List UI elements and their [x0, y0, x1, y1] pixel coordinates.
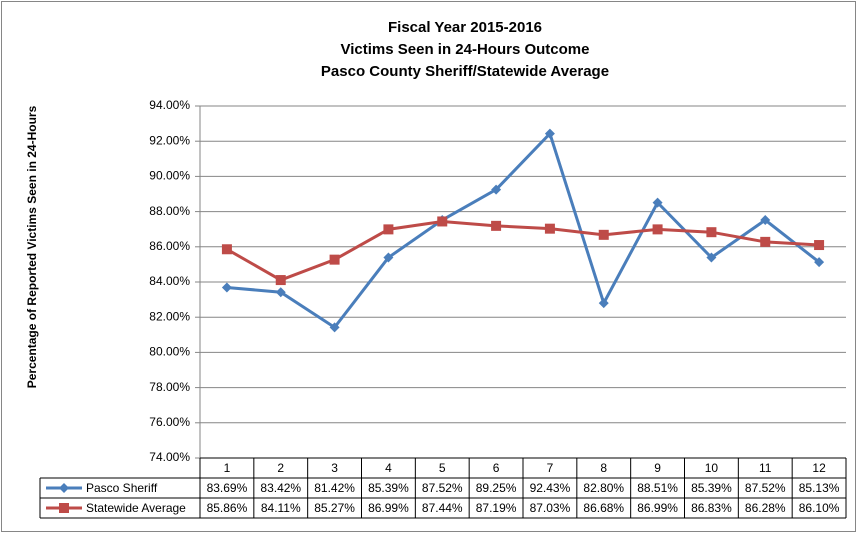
chart-title: Pasco County Sheriff/Statewide Average — [321, 63, 609, 80]
table-value: 86.10% — [799, 501, 840, 515]
y-tick-label: 92.00% — [149, 133, 190, 147]
table-value: 85.39% — [691, 481, 732, 495]
table-value: 86.68% — [583, 501, 624, 515]
x-tick-label: 8 — [600, 461, 607, 475]
data-point — [652, 197, 663, 208]
y-tick-label: 88.00% — [149, 204, 190, 218]
x-tick-label: 3 — [331, 461, 338, 475]
data-point — [598, 298, 609, 309]
x-tick-label: 4 — [385, 461, 392, 475]
y-tick-label: 84.00% — [149, 274, 190, 288]
x-tick-label: 10 — [705, 461, 719, 475]
table-value: 89.25% — [476, 481, 517, 495]
data-point — [383, 224, 394, 235]
data-point — [329, 322, 340, 333]
legend-label: Pasco Sheriff — [86, 481, 158, 495]
y-tick-label: 90.00% — [149, 169, 190, 183]
table-value: 86.83% — [691, 501, 732, 515]
y-tick-label: 80.00% — [149, 345, 190, 359]
y-tick-label: 82.00% — [149, 309, 190, 323]
table-value: 85.86% — [207, 501, 248, 515]
table-value: 82.80% — [583, 481, 624, 495]
data-point — [491, 220, 502, 231]
table-value: 86.99% — [637, 501, 678, 515]
data-point — [706, 227, 717, 238]
data-point — [544, 223, 555, 234]
x-tick-label: 5 — [439, 461, 446, 475]
data-point — [275, 287, 286, 298]
table-value: 85.13% — [799, 481, 840, 495]
data-point — [221, 282, 232, 293]
data-point — [221, 244, 232, 255]
data-point — [760, 215, 771, 226]
table-value: 85.39% — [368, 481, 409, 495]
y-tick-label: 78.00% — [149, 380, 190, 394]
data-point — [491, 184, 502, 195]
data-point — [598, 229, 609, 240]
x-tick-label: 9 — [654, 461, 661, 475]
data-point — [544, 128, 555, 139]
y-tick-label: 86.00% — [149, 239, 190, 253]
y-tick-label: 76.00% — [149, 415, 190, 429]
data-point — [760, 236, 771, 247]
table-value: 88.51% — [637, 481, 678, 495]
x-tick-label: 7 — [547, 461, 554, 475]
data-point — [275, 275, 286, 286]
data-point — [706, 252, 717, 263]
table-value: 87.52% — [745, 481, 786, 495]
legend-marker — [59, 503, 69, 513]
table-value: 83.42% — [260, 481, 301, 495]
x-tick-label: 6 — [493, 461, 500, 475]
data-point — [383, 252, 394, 263]
table-value: 87.44% — [422, 501, 463, 515]
data-point — [814, 257, 825, 268]
chart-title: Victims Seen in 24-Hours Outcome — [341, 41, 590, 58]
y-tick-label: 74.00% — [149, 450, 190, 464]
x-tick-label: 12 — [812, 461, 826, 475]
table-value: 84.11% — [261, 501, 301, 515]
table-value: 83.69% — [207, 481, 248, 495]
table-value: 87.52% — [422, 481, 463, 495]
table-value: 87.03% — [530, 501, 571, 515]
series-line — [226, 219, 820, 282]
table-value: 87.19% — [476, 501, 517, 515]
legend-label: Statewide Average — [86, 501, 186, 515]
y-tick-label: 94.00% — [149, 98, 190, 112]
data-point — [652, 224, 663, 235]
table-value: 86.99% — [368, 501, 409, 515]
series-line — [226, 130, 821, 330]
table-value: 92.43% — [530, 481, 571, 495]
legend-marker — [59, 483, 69, 493]
table-value: 85.27% — [314, 501, 355, 515]
table-value: 81.42% — [314, 481, 355, 495]
data-point — [329, 254, 340, 265]
data-point — [437, 216, 448, 227]
chart-title: Fiscal Year 2015-2016 — [388, 19, 542, 36]
x-tick-label: 1 — [224, 461, 231, 475]
data-point — [814, 240, 825, 251]
x-tick-label: 11 — [759, 461, 772, 475]
table-value: 86.28% — [745, 501, 786, 515]
x-tick-label: 2 — [277, 461, 284, 475]
y-axis-title: Percentage of Reported Victims Seen in 2… — [25, 105, 39, 388]
